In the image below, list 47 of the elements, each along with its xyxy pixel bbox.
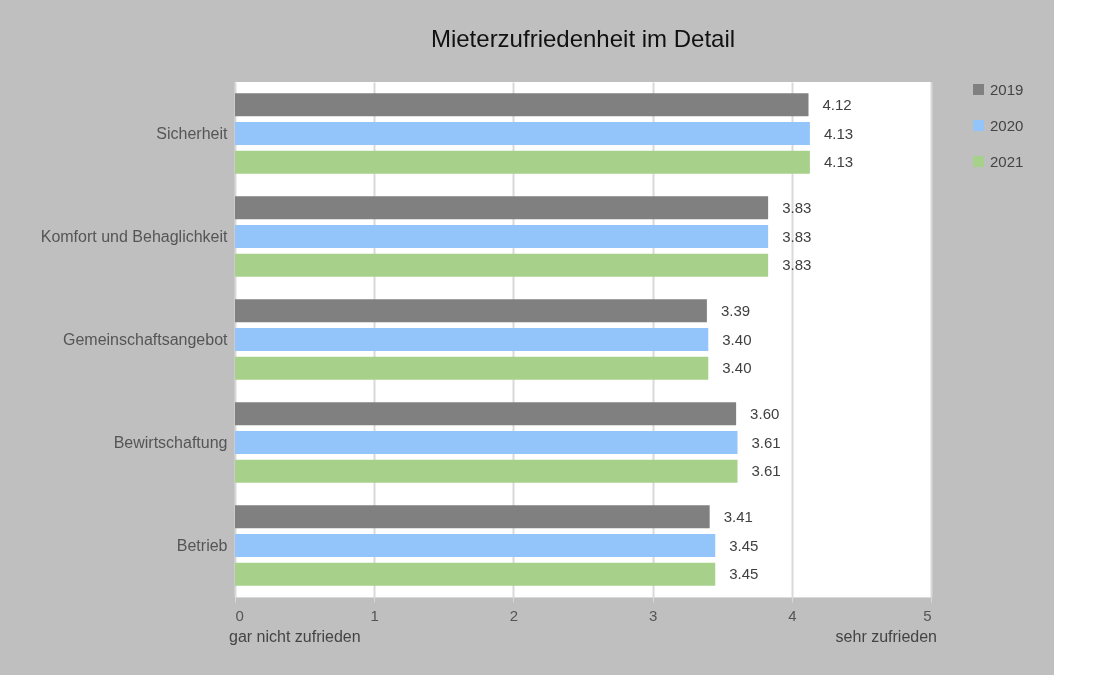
data-label: 3.83 — [782, 256, 812, 274]
bar — [235, 299, 707, 323]
x-tick-label: 1 — [370, 606, 379, 624]
y-tick-label: Sicherheit — [156, 124, 229, 142]
bar — [235, 459, 738, 483]
data-label: 4.12 — [822, 95, 852, 113]
x-tick-label: 4 — [788, 606, 797, 624]
data-label: 3.83 — [782, 227, 812, 245]
legend-label: 2020 — [990, 116, 1024, 134]
x-tick-label: 0 — [235, 606, 244, 624]
legend-label: 2021 — [990, 152, 1024, 170]
text: gar nicht zufrieden — [229, 628, 361, 645]
bar — [235, 253, 769, 277]
bar — [235, 562, 716, 586]
data-label: 3.83 — [782, 198, 812, 216]
data-label: 3.41 — [723, 507, 753, 525]
bar — [235, 225, 769, 248]
data-label: 4.13 — [823, 124, 854, 142]
bar — [235, 431, 738, 454]
data-label: 3.40 — [722, 330, 752, 348]
bar — [235, 150, 810, 174]
y-tick-label: Gemeinschaftsangebot — [62, 330, 229, 348]
bar — [235, 534, 716, 557]
y-tick-label: Bewirtschaftung — [113, 433, 228, 451]
data-label: 3.61 — [751, 433, 781, 451]
x-tick-label: 3 — [648, 606, 658, 624]
bar — [235, 93, 809, 117]
x-tick-label: 2 — [509, 606, 519, 624]
bar — [235, 505, 710, 529]
text: sehr zufrieden — [835, 628, 937, 645]
y-tick-label: Komfort und Behaglichkeit — [40, 227, 229, 245]
data-label: 3.60 — [750, 404, 780, 422]
bar — [235, 402, 737, 426]
data-label: 4.13 — [823, 153, 854, 171]
bar — [235, 356, 709, 380]
bar — [235, 122, 810, 145]
bar — [235, 196, 769, 220]
data-label: 3.45 — [729, 536, 759, 554]
x-tick-label: 5 — [923, 606, 932, 624]
data-label: 3.40 — [722, 359, 752, 377]
legend-label: 2019 — [990, 80, 1024, 98]
data-label: 3.45 — [729, 565, 759, 583]
chart-title: Mieterzufriedenheit im Detail — [430, 25, 736, 52]
data-label: 3.61 — [751, 462, 781, 480]
data-label: 3.39 — [720, 301, 751, 319]
y-tick-label: Betrieb — [176, 536, 228, 554]
bar — [235, 328, 709, 351]
